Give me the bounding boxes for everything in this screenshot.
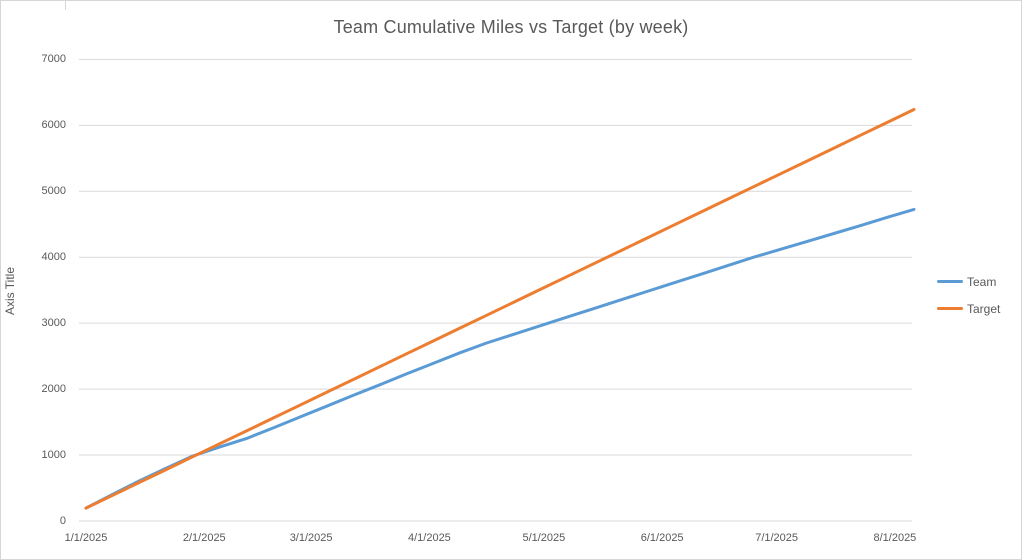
x-tick-label: 6/1/2025 bbox=[640, 532, 684, 544]
target-series-line bbox=[84, 108, 916, 510]
x-tick-label: 2/1/2025 bbox=[182, 532, 226, 544]
x-tick-label: 1/1/2025 bbox=[64, 532, 108, 544]
sheet-gridline-artifact bbox=[65, 1, 66, 10]
y-tick-label: 5000 bbox=[41, 184, 66, 197]
y-tick-label: 1000 bbox=[41, 448, 66, 461]
team-series-line bbox=[84, 207, 916, 510]
y-tick-label: 7000 bbox=[41, 52, 66, 65]
legend: Team Target bbox=[937, 273, 1000, 317]
legend-label-team: Team bbox=[967, 274, 997, 289]
legend-label-target: Target bbox=[967, 301, 1001, 316]
x-tick-label: 5/1/2025 bbox=[522, 532, 566, 544]
target-line-swatch bbox=[937, 306, 963, 311]
legend-item-target: Target bbox=[937, 300, 1000, 317]
x-tick-label: 4/1/2025 bbox=[407, 532, 451, 544]
x-tick-label: 7/1/2025 bbox=[755, 532, 799, 544]
chart-title: Team Cumulative Miles vs Target (by week… bbox=[333, 17, 689, 37]
y-tick-label: 3000 bbox=[41, 316, 66, 329]
x-tick-label: 8/1/2025 bbox=[873, 532, 917, 544]
y-tick-label: 0 bbox=[59, 514, 66, 527]
y-tick-label: 4000 bbox=[41, 250, 66, 263]
legend-item-team: Team bbox=[937, 273, 1000, 290]
gridlines bbox=[79, 58, 912, 522]
y-tick-label: 6000 bbox=[41, 118, 66, 131]
y-tick-label: 2000 bbox=[41, 382, 66, 395]
team-line-swatch bbox=[937, 279, 963, 284]
x-tick-label: 3/1/2025 bbox=[289, 532, 333, 544]
